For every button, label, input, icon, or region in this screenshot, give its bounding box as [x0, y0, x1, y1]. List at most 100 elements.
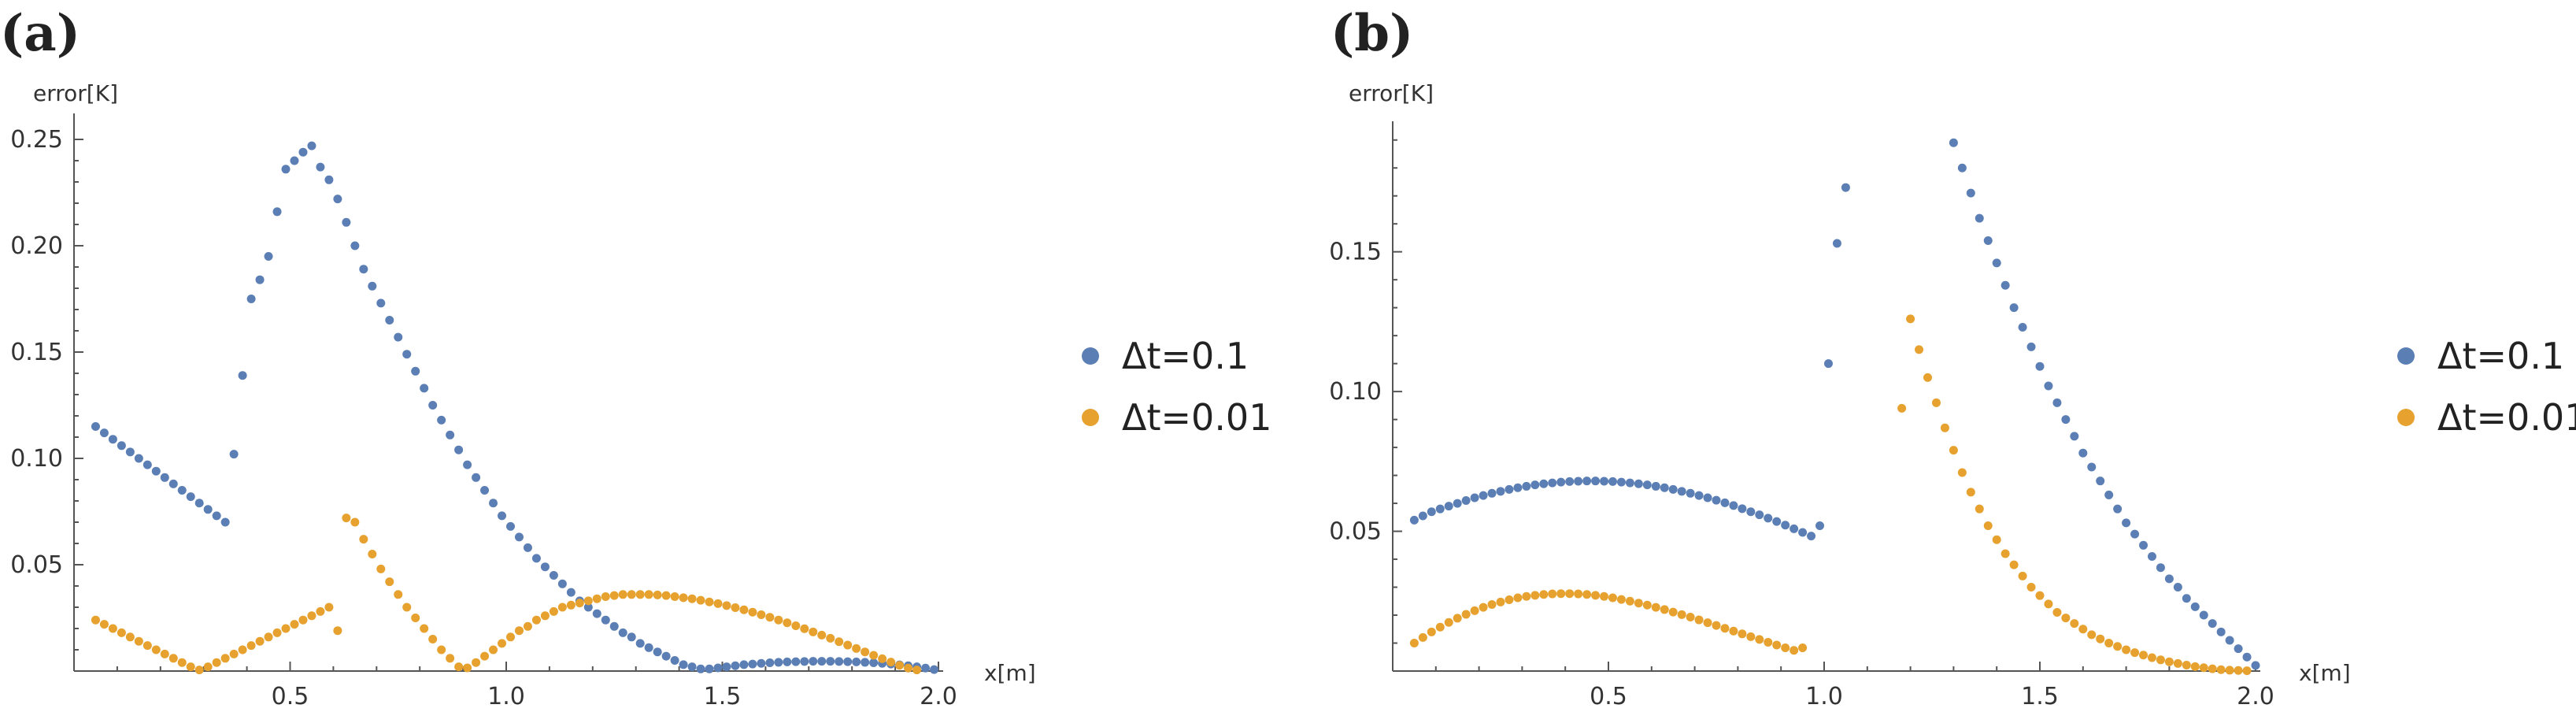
panel-b-point-dt01: [1975, 213, 1984, 223]
panel-a-point-dt001: [342, 514, 351, 523]
panel-a-point-dt01: [272, 207, 282, 217]
panel-b-axes: [1392, 121, 2260, 672]
panel-a-point-dt001: [696, 595, 705, 605]
panel-a-point-dt01: [800, 657, 809, 666]
panel-b-point-dt01: [1625, 478, 1634, 488]
panel-a-point-dt01: [505, 521, 515, 531]
panel-a-point-dt01: [852, 657, 861, 666]
panel-a-point-dt001: [99, 620, 109, 629]
panel-b-point-dt001: [2225, 666, 2234, 675]
panel-a-point-dt001: [514, 626, 524, 636]
panel-a-point-dt001: [194, 666, 204, 675]
panel-a-point-dt001: [566, 600, 576, 610]
panel-b-ylabel: error[K]: [1349, 80, 1434, 106]
panel-b-point-dt01: [2122, 518, 2131, 528]
panel-b-point-dt001: [1453, 614, 1462, 623]
panel-a-point-dt001: [705, 597, 714, 606]
panel-a-point-dt01: [583, 603, 593, 612]
panel-a-point-dt001: [298, 615, 308, 625]
panel-a-point-dt001: [394, 590, 403, 599]
panel-a-point-dt01: [264, 252, 273, 261]
panel-b-x-tick-label: 0.5: [1590, 683, 1627, 710]
panel-b-point-dt001: [1949, 446, 1958, 455]
panel-b-legend-label-dt001: Δt=0.01: [2437, 396, 2576, 439]
panel-b-point-dt001: [1530, 591, 1540, 600]
panel-b-point-dt01: [1746, 507, 1756, 517]
panel-a-point-dt001: [583, 596, 593, 606]
panel-a-point-dt01: [661, 651, 671, 661]
panel-a-point-dt001: [177, 658, 187, 667]
panel-b-y-tick-label: 0.10: [1329, 378, 1382, 406]
panel-b-point-dt001: [2130, 648, 2140, 658]
panel-b-point-dt01: [1694, 491, 1704, 500]
panel-b-point-dt01: [2078, 448, 2088, 458]
panel-b-point-dt01: [1435, 504, 1445, 514]
panel-a-point-dt01: [142, 460, 152, 469]
panel-a-point-dt01: [739, 660, 749, 669]
panel-b-point-dt001: [1487, 600, 1497, 610]
panel-a-point-dt01: [324, 175, 334, 184]
panel-a-point-dt001: [783, 618, 792, 628]
panel-a-point-dt01: [290, 156, 299, 165]
panel-a-point-dt01: [359, 265, 368, 274]
panel-a-point-dt001: [402, 603, 412, 612]
panel-a-point-dt001: [618, 590, 627, 599]
panel-b-point-dt01: [1453, 499, 1462, 508]
panel-a-label: (a): [0, 4, 80, 63]
panel-b-point-dt01: [1574, 477, 1583, 486]
panel-b-point-dt01: [1651, 481, 1660, 491]
panel-a-point-dt01: [765, 658, 775, 667]
panel-a-point-dt01: [826, 657, 835, 666]
panel-a-point-dt01: [930, 665, 939, 674]
panel-a-point-dt001: [246, 641, 256, 651]
panel-b-point-dt01: [2052, 398, 2062, 407]
panel-a-point-dt01: [514, 532, 524, 542]
panel-a-point-dt001: [791, 621, 801, 630]
panel-a-point-dt01: [342, 217, 351, 227]
panel-b-point-dt01: [2026, 342, 2036, 351]
panel-b-point-dt001: [2035, 591, 2045, 600]
panel-a-point-dt001: [800, 624, 809, 633]
panel-a-point-dt001: [609, 591, 619, 600]
panel-b-point-dt001: [1625, 596, 1634, 606]
panel-a-point-dt001: [220, 654, 230, 663]
panel-b-point-dt01: [2147, 552, 2156, 562]
panel-a-point-dt001: [904, 663, 913, 673]
panel-a-point-dt01: [446, 430, 455, 439]
panel-a-point-dt001: [835, 637, 844, 647]
panel-b-point-dt001: [2000, 549, 2010, 558]
panel-b-xlabel: x[m]: [2299, 660, 2351, 686]
panel-b-point-dt001: [2009, 560, 2019, 569]
panel-b-point-dt01: [1539, 479, 1549, 488]
panel-a-point-dt01: [653, 647, 662, 657]
panel-b-point-dt001: [1600, 591, 1609, 601]
panel-a-point-dt01: [679, 660, 688, 669]
panel-b-point-dt01: [1427, 507, 1436, 517]
panel-b-point-dt01: [2035, 362, 2045, 371]
panel-b-point-dt001: [1608, 593, 1617, 603]
panel-a-point-dt001: [437, 645, 446, 655]
panel-b-point-dt001: [1957, 468, 1967, 477]
panel-b-point-dt001: [1906, 314, 1915, 324]
panel-b-point-dt01: [1720, 498, 1730, 507]
panel-a-point-dt001: [446, 654, 455, 663]
panel-b-point-dt01: [1660, 483, 1669, 492]
panel-a-point-dt01: [307, 141, 316, 150]
panel-b-point-dt001: [2156, 655, 2165, 665]
panel-b-point-dt01: [1505, 484, 1514, 494]
panel-b-point-dt01: [1470, 493, 1479, 502]
panel-a-point-dt01: [117, 441, 126, 451]
panel-b-point-dt001: [1565, 589, 1575, 599]
panel-a-point-dt001: [670, 592, 679, 601]
panel-a-point-dt01: [540, 562, 550, 572]
panel-b-point-dt01: [2251, 661, 2260, 670]
panel-b-points: [1409, 138, 2260, 676]
panel-a-point-dt01: [696, 664, 705, 673]
panel-a-point-dt001: [878, 654, 887, 663]
panel-a-point-dt01: [635, 639, 645, 648]
panel-b-point-dt01: [2018, 323, 2027, 332]
panel-b-point-dt001: [2026, 583, 2036, 592]
panel-a-point-dt001: [463, 663, 472, 673]
panel-b-point-dt01: [1409, 515, 1419, 525]
panel-b-point-dt01: [1530, 480, 1540, 490]
